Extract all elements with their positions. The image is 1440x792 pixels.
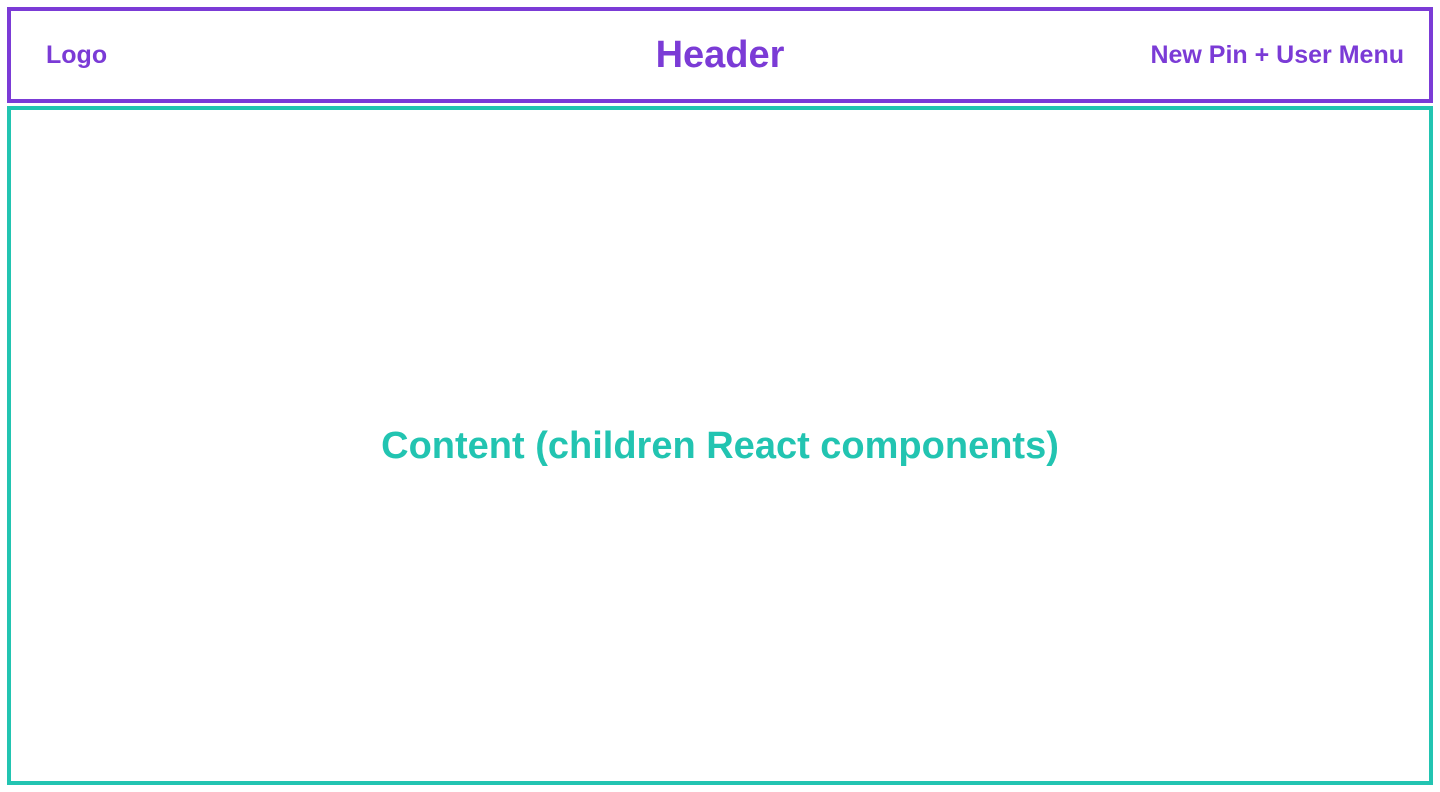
header-region: Logo Header New Pin + User Menu [7, 7, 1433, 103]
header-title: Header [655, 34, 785, 76]
logo-label: Logo [46, 40, 108, 69]
content-label: Content (children React components) [381, 424, 1059, 467]
content-region: Content (children React components) [7, 106, 1433, 785]
new-pin-user-menu-label: New Pin + User Menu [1150, 40, 1404, 69]
